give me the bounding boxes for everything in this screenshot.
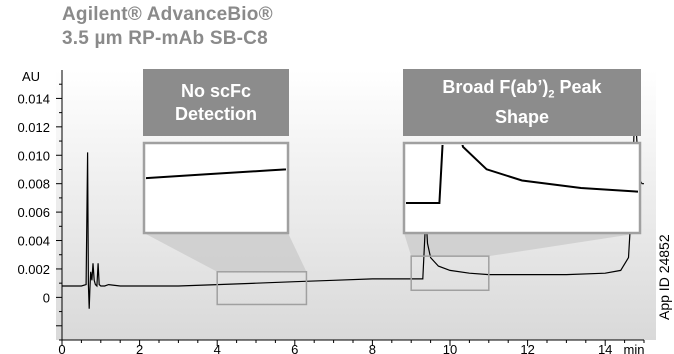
callout-no-scfc: No scFc Detection bbox=[143, 69, 289, 136]
x-tick-label: 4 bbox=[214, 342, 221, 354]
y-tick-label: 0.010 bbox=[17, 148, 50, 163]
x-tick-label: 8 bbox=[369, 342, 376, 354]
y-tick-label: 0.004 bbox=[17, 234, 50, 249]
y-tick-label: 0.014 bbox=[17, 91, 50, 106]
callout-broad-fab-text: Broad F(ab’) bbox=[442, 76, 549, 97]
x-tick-label: 6 bbox=[291, 342, 298, 354]
x-tick-label: 14 bbox=[598, 342, 612, 354]
callout-broad-fab-line-1: Broad F(ab’)2 Peak bbox=[403, 76, 641, 107]
x-tick-label: 12 bbox=[520, 342, 534, 354]
chromatogram-trace bbox=[62, 121, 644, 309]
chart-title-line-2: 3.5 µm RP-mAb SB-C8 bbox=[62, 28, 268, 49]
zoom-insets bbox=[142, 141, 642, 235]
y-tick-label: 0.008 bbox=[17, 177, 50, 192]
zoom-region-frame bbox=[216, 271, 308, 306]
y-axis-label: AU bbox=[22, 69, 40, 84]
x-tick-label: 2 bbox=[136, 342, 143, 354]
callout-broad-fab-text-end: Peak bbox=[554, 76, 602, 97]
zoom-region-frames bbox=[216, 255, 490, 306]
callout-broad-fab-line-2: Shape bbox=[494, 107, 550, 128]
zoom-connector bbox=[144, 233, 307, 272]
y-tick-label: 0.002 bbox=[17, 262, 50, 277]
chart-title-line-1: Agilent® AdvanceBio® bbox=[62, 4, 273, 25]
zoom-region-frame bbox=[410, 255, 490, 292]
y-tick-label: 0 bbox=[43, 290, 50, 305]
x-axis-label: min bbox=[624, 342, 645, 354]
zoom-inset-frame bbox=[402, 141, 642, 235]
callout-no-scfc-line-1: No scFc bbox=[180, 80, 252, 101]
x-tick-label: 0 bbox=[58, 342, 65, 354]
y-tick-label: 0.012 bbox=[17, 120, 50, 135]
axes: 0 0.002 0.004 0.006 0.008 0.010 0.012 0.014 AU 0 2… bbox=[17, 69, 645, 354]
zoom-inset-frame bbox=[142, 141, 290, 235]
callout-broad-fab-peak: Broad F(ab’)2 Peak Shape bbox=[403, 69, 641, 136]
zoom-connectors bbox=[144, 233, 640, 272]
x-tick-label: 10 bbox=[443, 342, 457, 354]
y-tick-label: 0.006 bbox=[17, 205, 50, 220]
zoom-connector bbox=[404, 233, 640, 257]
app-id-label: App ID 24852 bbox=[656, 234, 672, 320]
callout-no-scfc-line-2: Detection bbox=[174, 103, 257, 124]
callout-broad-fab-subscript: 2 bbox=[548, 88, 555, 101]
